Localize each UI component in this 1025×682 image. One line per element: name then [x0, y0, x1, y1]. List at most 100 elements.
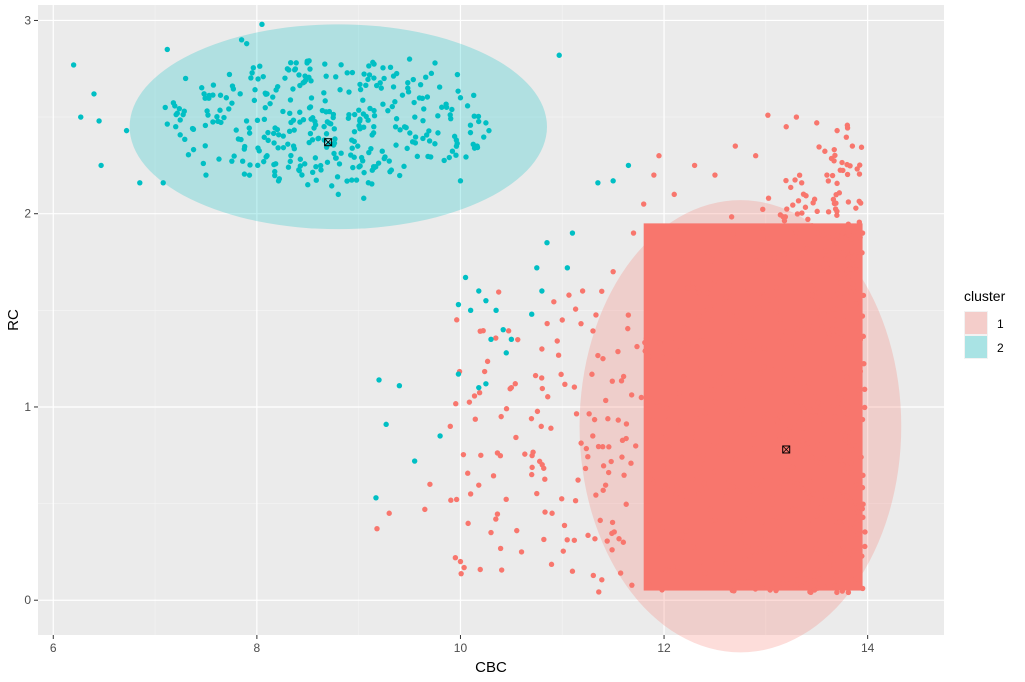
- cluster-2-point: [174, 110, 180, 116]
- cluster-1-point: [750, 446, 757, 452]
- cluster-1-point: [839, 462, 846, 468]
- cluster-1-point: [844, 493, 850, 500]
- cluster-1-point: [705, 341, 711, 347]
- cluster-2-point: [365, 180, 372, 186]
- cluster-1-point: [595, 352, 601, 359]
- cluster-1-point: [518, 549, 525, 555]
- dense-cluster-1-core: [643, 223, 863, 591]
- cluster-1-point: [759, 519, 765, 525]
- cluster-1-point: [768, 389, 774, 396]
- cluster-2-point: [423, 74, 429, 80]
- cluster-2-point: [508, 336, 515, 343]
- cluster-1-point: [787, 479, 794, 486]
- cluster-1-point: [642, 339, 648, 346]
- cluster-1-point: [820, 232, 826, 238]
- cluster-2-point: [252, 87, 258, 93]
- cluster-1-point: [845, 274, 852, 280]
- cluster-1-point: [797, 357, 803, 364]
- cluster-1-point: [769, 561, 775, 568]
- cluster-2-point: [476, 288, 482, 294]
- cluster-1-point: [799, 210, 805, 216]
- cluster-2-point: [297, 109, 303, 115]
- cluster-1-point: [784, 206, 790, 212]
- cluster-1-point: [813, 408, 819, 414]
- cluster-2-point: [346, 111, 352, 118]
- cluster-2-point: [285, 141, 291, 147]
- cluster-1-point: [551, 299, 557, 305]
- cluster-1-point: [850, 281, 856, 287]
- cluster-1-point: [840, 229, 846, 236]
- cluster-2-point: [367, 105, 373, 112]
- cluster-2-point: [217, 92, 224, 98]
- cluster-2-point: [338, 62, 344, 68]
- cluster-1-point: [859, 230, 866, 236]
- cluster-2-point: [421, 106, 427, 112]
- cluster-2-point: [285, 164, 292, 170]
- cluster-1-point: [660, 378, 666, 384]
- cluster-1-point: [840, 300, 847, 307]
- cluster-2-point: [357, 86, 364, 93]
- cluster-1-point: [703, 485, 709, 492]
- cluster-1-point: [712, 172, 718, 178]
- cluster-1-point: [829, 172, 836, 179]
- cluster-2-point: [267, 100, 273, 107]
- cluster-1-point: [832, 306, 838, 312]
- cluster-1-point: [782, 409, 789, 415]
- cluster-2-point: [371, 107, 377, 114]
- cluster-1-point: [846, 378, 852, 384]
- cluster-1-point: [856, 254, 863, 260]
- cluster-1-point: [822, 148, 828, 154]
- cluster-1-point: [733, 308, 740, 315]
- cluster-1-point: [648, 396, 655, 402]
- cluster-1-point: [691, 162, 698, 169]
- cluster-1-point: [534, 408, 541, 415]
- cluster-1-point: [697, 559, 703, 565]
- cluster-1-point: [593, 492, 599, 498]
- cluster-2-point: [288, 152, 294, 159]
- cluster-1-point: [815, 441, 821, 448]
- cluster-2-point: [403, 124, 409, 131]
- cluster-1-point: [767, 477, 773, 484]
- cluster-1-point: [497, 545, 504, 552]
- cluster-1-point: [828, 155, 835, 162]
- cluster-1-point: [798, 557, 804, 563]
- cluster-1-point: [844, 161, 850, 168]
- cluster-2-point: [270, 130, 277, 137]
- cluster-1-point: [782, 551, 788, 557]
- cluster-1-point: [858, 454, 864, 460]
- cluster-2-point: [96, 118, 102, 124]
- cluster-2-point: [426, 128, 432, 134]
- cluster-1-point: [817, 505, 824, 511]
- cluster-1-point: [837, 167, 843, 173]
- cluster-2-point: [324, 119, 331, 125]
- cluster-1-point: [776, 338, 782, 345]
- cluster-1-point: [834, 208, 840, 214]
- cluster-2-point: [202, 143, 208, 149]
- cluster-2-point: [569, 230, 576, 236]
- cluster-1-point: [831, 561, 837, 568]
- cluster-1-point: [823, 558, 829, 564]
- cluster-1-point: [688, 434, 695, 441]
- cluster-1-point: [782, 367, 788, 373]
- cluster-2-point: [423, 132, 430, 138]
- cluster-2-point: [412, 140, 419, 146]
- cluster-1-point: [859, 506, 865, 512]
- cluster-2-point: [360, 97, 366, 103]
- cluster-1-point: [744, 291, 751, 297]
- cluster-1-point: [851, 548, 857, 554]
- cluster-2-point: [275, 145, 281, 151]
- cluster-1-point: [628, 392, 635, 398]
- cluster-1-point: [656, 403, 663, 409]
- cluster-1-point: [831, 332, 837, 339]
- cluster-2-point: [435, 113, 441, 119]
- cluster-1-point: [724, 386, 731, 392]
- cluster-1-point: [679, 532, 685, 538]
- cluster-1-point: [593, 312, 599, 318]
- cluster-1-point: [560, 548, 566, 554]
- cluster-2-point: [338, 150, 344, 156]
- cluster-1-point: [856, 316, 862, 322]
- cluster-1-point: [825, 178, 832, 184]
- cluster-1-point: [605, 416, 611, 422]
- cluster-2-point: [162, 104, 168, 111]
- cluster-1-point: [802, 384, 808, 390]
